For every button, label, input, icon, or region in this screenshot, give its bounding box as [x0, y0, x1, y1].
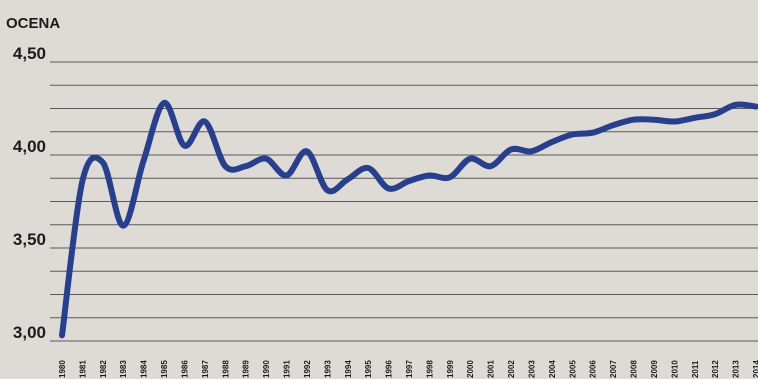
series-line — [59, 99, 758, 339]
x-tick-label: 1998 — [425, 360, 434, 378]
x-tick-label: 1995 — [364, 360, 373, 378]
x-tick-label: 2011 — [691, 360, 700, 378]
y-tick-label: 3,00 — [13, 323, 46, 342]
x-tick-label: 2014 — [752, 360, 758, 378]
x-tick-label: 1986 — [180, 360, 189, 378]
x-tick-labels: 1980 1981 1982 1983 1984 1985 1986 1987 1988 1989… — [58, 360, 758, 378]
x-tick-label: 2001 — [487, 360, 496, 378]
x-tick-label: 2013 — [732, 360, 741, 378]
x-tick-label: 1992 — [303, 360, 312, 378]
x-tick-label: 1999 — [446, 360, 455, 378]
x-tick-label: 1990 — [262, 360, 271, 378]
x-tick-label: 2000 — [466, 360, 475, 378]
x-tick-label: 2008 — [630, 360, 639, 378]
x-tick-label: 1989 — [242, 360, 251, 378]
x-tick-label: 2012 — [711, 360, 720, 378]
x-tick-label: 1997 — [405, 360, 414, 378]
x-tick-label: 1994 — [344, 360, 353, 378]
x-tick-label: 2002 — [507, 360, 516, 378]
x-tick-label: 1980 — [58, 360, 67, 378]
x-tick-label: 2003 — [527, 360, 536, 378]
x-tick-label: 1991 — [283, 360, 292, 378]
y-tick-label: 4,50 — [13, 44, 46, 63]
y-tick-labels: 3,00 3,50 4,00 4,50 — [13, 44, 46, 342]
x-tick-label: 2004 — [548, 360, 557, 378]
gridlines — [50, 61, 758, 342]
x-tick-label: 1983 — [119, 360, 128, 378]
x-tick-label: 1981 — [78, 360, 87, 378]
y-tick-label: 3,50 — [13, 230, 46, 249]
x-tick-label: 1996 — [385, 360, 394, 378]
x-tick-label: 1982 — [99, 360, 108, 378]
x-tick-label: 2006 — [589, 360, 598, 378]
x-tick-label: 1985 — [160, 360, 169, 378]
y-axis-title: OCENA — [6, 15, 60, 32]
x-tick-label: 2005 — [568, 360, 577, 378]
x-tick-label: 1987 — [201, 360, 210, 378]
y-tick-label: 4,00 — [13, 137, 46, 156]
x-tick-label: 1984 — [140, 360, 149, 378]
x-tick-label: 2009 — [650, 360, 659, 378]
x-tick-label: 2007 — [609, 360, 618, 378]
x-tick-label: 2010 — [670, 360, 679, 378]
x-tick-label: 1988 — [221, 360, 230, 378]
x-tick-label: 1993 — [323, 360, 332, 378]
